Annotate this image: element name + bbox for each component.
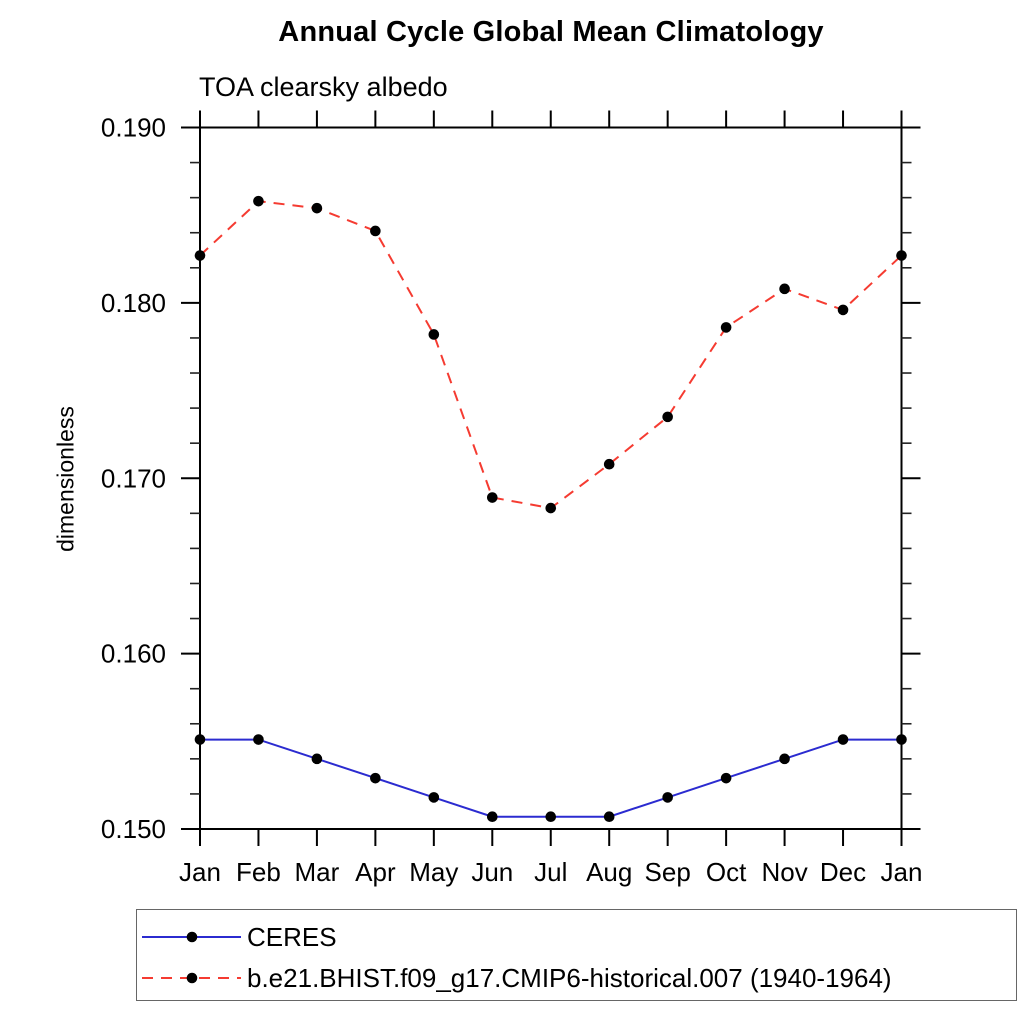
x-tick-label: Jun [471,857,513,887]
data-point-marker [428,792,440,803]
legend-marker-icon [186,931,198,943]
data-point-marker [662,411,673,423]
x-tick-label: Dec [820,857,866,887]
legend-box: CERES b.e21.BHIST.f09_g17.CMIP6-historic… [136,909,1017,1001]
data-point-marker [253,734,264,745]
legend-marker-icon [186,972,198,984]
data-point-marker [370,225,381,237]
x-tick-label: Oct [706,857,747,887]
data-point-marker [253,195,264,207]
x-tick-label: Jan [179,857,221,887]
legend-label-model: b.e21.BHIST.f09_g17.CMIP6-historical.007… [247,963,892,993]
data-point-marker [428,329,440,340]
data-point-marker [779,753,790,765]
x-tick-label: Mar [295,857,340,887]
data-point-marker [603,811,615,823]
x-tick-label: Feb [236,857,281,887]
x-tick-label: Jan [881,857,923,887]
y-tick-label: 0.190 [101,113,166,143]
data-point-marker [603,458,615,470]
data-point-marker [311,753,323,765]
data-point-marker [720,322,732,333]
legend-line-sample-ceres [142,931,241,943]
data-point-marker [311,202,323,214]
legend-entry-model: b.e21.BHIST.f09_g17.CMIP6-historical.007… [137,965,892,991]
x-tick-label: Jul [534,857,567,887]
chart-title: Annual Cycle Global Mean Climatology [278,16,824,48]
data-point-marker [194,734,206,745]
x-tick-label: May [409,857,458,887]
data-point-marker [837,304,849,316]
plot-frame [199,126,903,830]
y-tick-label: 0.150 [101,814,166,844]
data-point-marker [837,734,849,745]
data-point-marker [662,792,673,803]
y-tick-label: 0.160 [101,639,166,669]
data-point-marker [896,734,907,745]
x-tick-label: Aug [586,857,632,887]
series-line-0 [200,738,902,818]
data-point-marker [486,492,498,503]
y-tick-label: 0.180 [101,288,166,318]
data-point-marker [720,772,732,784]
data-point-marker [194,250,206,261]
chart-subtitle: TOA clearsky albedo [199,72,448,102]
y-tick-label: 0.170 [101,463,166,493]
x-tick-label: Sep [645,857,691,887]
x-tick-label: Nov [761,857,807,887]
legend-entry-ceres: CERES [137,924,337,950]
legend-line-sample-model [142,972,241,984]
data-point-marker [545,811,557,823]
data-point-marker [896,250,907,261]
data-point-marker [779,283,790,295]
data-point-marker [545,502,557,514]
x-tick-label: Apr [355,857,396,887]
legend-label-ceres: CERES [247,922,337,952]
data-point-marker [486,811,498,823]
data-point-marker [370,772,381,784]
series-line-1 [199,200,903,510]
